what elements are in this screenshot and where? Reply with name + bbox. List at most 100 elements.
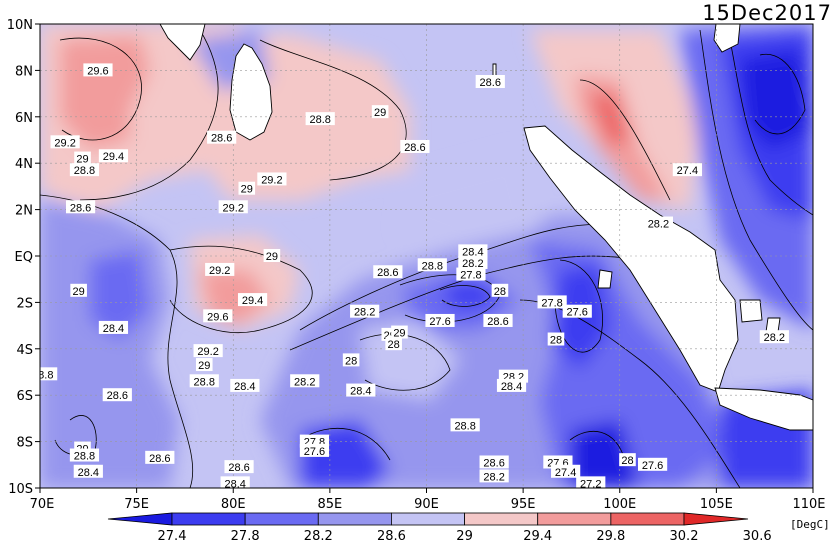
contour-label-box [350,304,380,318]
contour-label-box [391,325,408,339]
land-masses [159,24,813,431]
lon-tick-label: 110E [792,497,825,512]
contour-label: 28.6 [145,450,175,465]
india-coast [159,24,206,61]
contour-label-box [672,163,702,177]
contour-label-text: 28.4 [78,467,99,479]
colorbar-level-label: 30.2 [670,529,699,544]
contour-label-box [483,313,513,327]
contour-label-text: 28.4 [224,478,245,490]
contour-label: 28.4 [230,378,260,393]
contour-label-text: 28.6 [480,77,501,89]
contour-label: 29 [391,325,408,340]
contour-label: 28.6 [207,130,237,145]
colorbar-level-label: 27.8 [231,529,260,544]
contour-label: 28.6 [483,313,513,328]
contour-label-box [305,112,335,126]
contour-label-text: 27.4 [677,165,698,177]
contour-label: 28.8 [189,374,219,388]
contour-label: 28.6 [373,265,403,279]
contour-label-box [69,163,100,177]
colorbar-segment [464,512,539,526]
lat-tick-label: 8S [16,436,33,451]
colorbar-segment [244,512,319,526]
contour-label-text: 28.4 [350,386,371,398]
contour-label-text: 29 [198,360,210,372]
contour-label: 29.6 [83,63,113,77]
lat-tick-label: 8N [15,64,33,79]
contour-label-box [479,469,509,483]
contour-label-box [491,283,509,297]
contour-label: 28 [491,283,509,298]
contour-label-box [98,149,129,163]
contour-label: 27.6 [299,443,330,458]
colorbar-high-arrow [683,512,749,526]
lon-tick-label: 100E [603,497,636,512]
contour-label-text: 29.2 [54,137,75,149]
contour-label-box [218,200,248,214]
contour-label-text: 28.8 [422,260,443,272]
contour-label: 28.8 [69,163,100,177]
contour-label: 28.8 [450,418,480,432]
sumatra [523,125,739,393]
contour-label: 27.6 [638,457,668,472]
lat-tick-label: 6N [15,111,33,126]
contour-label-box [98,320,129,334]
lat-tick-label: EQ [15,250,33,265]
contour-label-box [371,105,389,119]
contour-label: 27.6 [425,313,455,328]
contour-label: 28.8 [305,112,335,126]
contour-label: 28.8 [69,448,100,463]
contour-label-text: 29 [266,251,278,263]
contour-label-text: 28.8 [310,114,331,126]
contour-label: 27.8 [456,267,486,282]
contour-label: 29.2 [205,262,235,277]
contour-label-text: 28.8 [74,165,95,177]
contour-label-text: 29.2 [209,265,230,277]
contour-label-text: 28.2 [483,471,504,483]
contour-label-text: 27.6 [642,460,663,472]
contour-label-box [205,262,235,276]
contour-label-text: 27.6 [304,446,325,458]
contour-label: 29.4 [237,293,268,307]
contour-label-box [257,172,287,186]
contour-label: 28.6 [400,139,430,154]
contour-label-box [425,313,455,327]
java [714,387,813,431]
contour-label: 29.2 [218,200,248,214]
contour-label-text: 28.6 [149,453,170,465]
contour-label: 28.2 [458,255,488,270]
contour-label-text: 29 [393,328,405,340]
contour-label-box [230,378,260,392]
lat-tick-label: 4S [16,343,33,358]
contour-label-box [263,249,281,262]
contour-label-text: 29.2 [223,202,244,214]
contour-label: 27.6 [562,304,592,319]
contour-label-box [456,267,486,281]
graticule [40,24,813,488]
lon-tick-label: 70E [30,497,55,512]
contour-label-box [450,418,480,432]
contour-label: 28.8 [417,258,447,272]
contour-label-text: 29.6 [207,311,228,323]
colorbar: 27.4 27.8 28.2 28.6 29 29.4 29.8 30.2 30.6 [107,512,772,544]
contour-label: 28.2 [290,374,320,388]
contour-label: 28 [385,337,402,351]
contour-label: 29 [263,249,281,263]
contour-label-text: 29.4 [242,295,263,307]
contour-label-text: 29 [374,107,386,119]
contour-label-text: 27.6 [429,316,450,328]
contour-label-text: 28.4 [462,246,483,258]
colorbar-level-label: 29.8 [596,529,625,544]
colorbar-level-label: 28.2 [304,529,333,544]
lat-tick-label: 10S [8,482,33,497]
contour-label-text: 28.8 [194,376,215,388]
contour-label-box [562,304,592,318]
contour-label-text: 28 [494,286,506,298]
island-3 [492,63,497,77]
contour-label-box [207,130,237,144]
contour-label-box [551,464,581,478]
contour-label-box [69,448,100,462]
contour-label: 28 [342,353,360,367]
contour-label-box [643,216,673,230]
